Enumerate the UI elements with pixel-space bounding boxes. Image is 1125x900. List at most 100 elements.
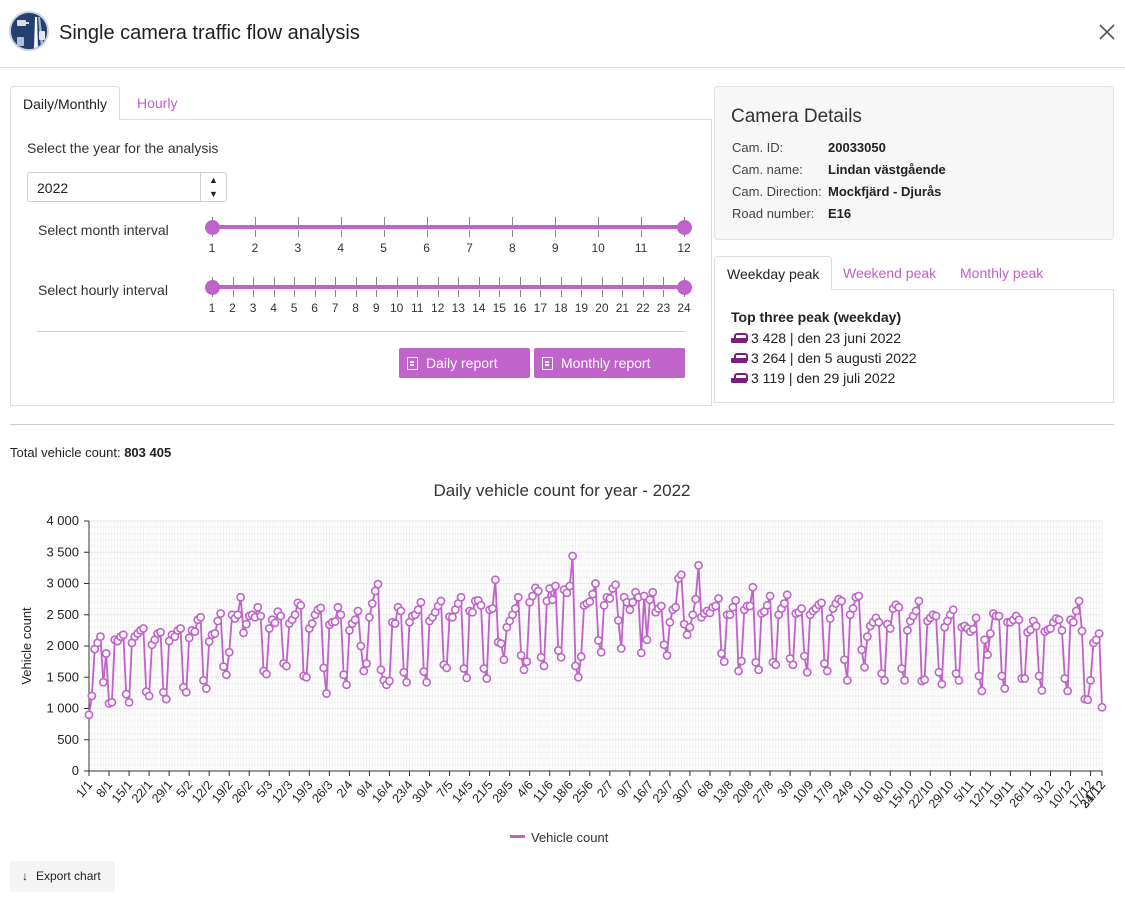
data-point <box>731 595 741 605</box>
x-tick-label: 21/5 <box>470 778 496 806</box>
daily-report-label: Daily report <box>426 355 498 371</box>
slider-tick <box>458 277 460 285</box>
slider-tick <box>642 277 644 285</box>
x-tick-label: 15/1 <box>109 778 135 806</box>
slider-tick <box>426 230 428 237</box>
slider-tick-label: 3 <box>249 301 257 315</box>
data-point <box>682 630 692 640</box>
tab-monthly-peak[interactable]: Monthly peak <box>960 265 1044 281</box>
data-point <box>914 596 924 606</box>
data-point <box>1054 615 1064 625</box>
slider-tick-label: 7 <box>331 301 339 315</box>
y-tick-label: 4 000 <box>46 513 79 528</box>
hour-slider-track[interactable] <box>212 285 684 289</box>
data-point <box>591 579 600 588</box>
year-spinner[interactable]: ▲ ▼ <box>200 173 226 201</box>
peak-entry: 3 264 | den 5 augusti 2022 <box>731 350 917 366</box>
slider-tick-label: 12 <box>431 301 445 315</box>
data-point <box>144 691 154 701</box>
data-point <box>737 656 746 666</box>
slider-tick <box>469 217 471 225</box>
camera-details-title: Camera Details <box>731 106 862 127</box>
data-point <box>948 605 958 615</box>
data-point <box>688 610 698 620</box>
slider-tick <box>376 277 378 285</box>
export-chart-button[interactable]: ↓ Export chart <box>10 861 115 892</box>
x-tick-label: 30/7 <box>670 778 696 806</box>
x-tick-label: 30/4 <box>409 778 435 806</box>
hour-interval-slider[interactable]: 1 2 3 4 5 6 7 8 9 10 11 12 13 14 15 16 17 18 19 20 21 22 23 24 <box>205 277 692 317</box>
data-point <box>196 612 206 622</box>
car-icon <box>731 373 748 384</box>
hour-slider-end-handle[interactable] <box>677 280 692 295</box>
close-icon[interactable] <box>1097 22 1117 42</box>
slider-tick-label: 12 <box>677 241 691 255</box>
data-point <box>482 674 492 683</box>
x-tick-label: 11/6 <box>530 778 556 805</box>
slider-tick-label: 24 <box>677 301 691 315</box>
data-point <box>556 652 566 662</box>
data-point <box>885 624 895 633</box>
data-point <box>101 649 111 658</box>
data-point <box>656 601 666 611</box>
data-point <box>290 610 300 620</box>
slider-tick-label: 16 <box>513 301 527 315</box>
slider-tick-label: 11 <box>410 301 424 315</box>
peak-entry-text: 3 264 | den 5 augusti 2022 <box>751 350 917 366</box>
slider-tick <box>383 230 385 237</box>
y-tick-label: 1 500 <box>46 669 79 684</box>
y-tick-label: 0 <box>72 763 79 778</box>
month-slider-start-handle[interactable] <box>205 220 220 235</box>
data-point <box>596 647 606 657</box>
tab-weekend-peak[interactable]: Weekend peak <box>843 265 937 281</box>
tab-hourly[interactable]: Hourly <box>137 95 178 111</box>
slider-tick <box>499 290 501 297</box>
daily-report-button[interactable]: Daily report <box>399 348 530 378</box>
slider-tick <box>376 290 378 297</box>
slider-tick-label: 9 <box>372 301 380 315</box>
tab-daily-monthly[interactable]: Daily/Monthly <box>10 86 121 120</box>
data-point <box>802 667 812 677</box>
page-title: Single camera traffic flow analysis <box>59 22 360 44</box>
year-value: 2022 <box>37 180 69 196</box>
data-point <box>934 667 944 677</box>
data-point <box>691 594 701 604</box>
dialog-header: Single camera traffic flow analysis <box>0 0 1125 68</box>
tab-weekday-peak[interactable]: Weekday peak <box>714 256 833 290</box>
month-slider-end-handle[interactable] <box>677 220 692 235</box>
spin-down-icon[interactable]: ▼ <box>209 189 218 199</box>
data-point <box>817 598 826 608</box>
peak-panel <box>714 289 1114 403</box>
data-point <box>857 645 867 655</box>
month-slider-track[interactable] <box>212 225 684 229</box>
data-point <box>402 677 412 687</box>
data-point <box>190 627 200 637</box>
peak-title: Top three peak (weekday) <box>731 309 902 325</box>
hour-slider-start-handle[interactable] <box>205 280 220 295</box>
slider-tick <box>519 277 521 285</box>
slider-tick <box>383 217 385 225</box>
x-tick-label: 18/6 <box>550 778 576 806</box>
monthly-report-button[interactable]: Monthly report <box>534 348 685 378</box>
x-tick-label: 17/9 <box>810 778 836 806</box>
data-point <box>576 652 586 662</box>
data-point <box>788 660 798 670</box>
slider-tick <box>499 277 501 285</box>
data-point <box>107 697 117 707</box>
slider-tick-label: 7 <box>466 241 473 255</box>
slider-tick <box>314 277 316 285</box>
data-point <box>356 641 366 651</box>
data-point <box>199 675 208 685</box>
slider-tick <box>417 277 419 285</box>
month-interval-slider[interactable]: 1 2 3 4 5 6 7 8 9 10 11 12 <box>205 217 692 257</box>
data-point <box>118 630 128 640</box>
data-point <box>751 657 761 667</box>
slider-tick <box>641 217 643 225</box>
spin-up-icon[interactable]: ▲ <box>209 175 218 185</box>
slider-tick-label: 1 <box>208 241 216 255</box>
year-input[interactable]: 2022 ▲ ▼ <box>27 172 227 202</box>
slider-tick <box>355 277 357 285</box>
data-point <box>262 669 271 679</box>
data-point <box>573 672 583 682</box>
slider-tick-label: 11 <box>634 241 648 255</box>
